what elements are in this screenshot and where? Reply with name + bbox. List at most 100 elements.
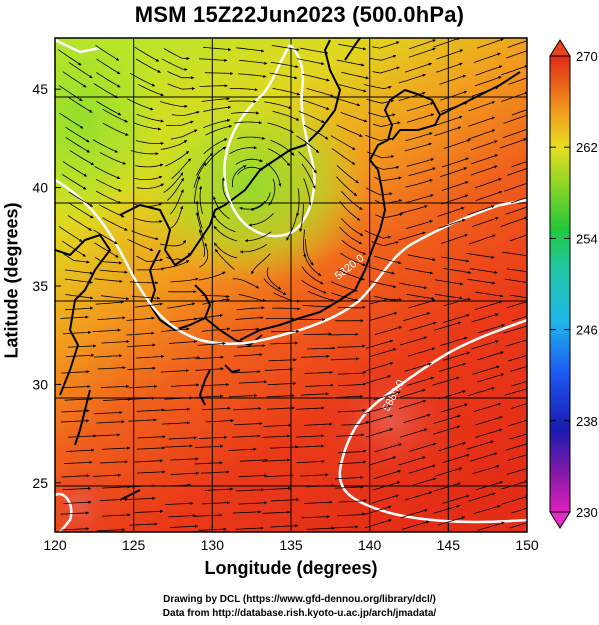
streamline — [402, 520, 430, 530]
streamline — [63, 253, 90, 264]
streamline — [434, 293, 463, 300]
streamline — [65, 137, 90, 153]
streamline — [238, 294, 267, 303]
streamline — [234, 421, 263, 426]
streamline — [300, 473, 329, 477]
contour-5820 — [55, 178, 527, 346]
streamline — [330, 281, 358, 292]
streamline — [272, 87, 301, 96]
streamline — [130, 150, 159, 156]
streamline — [269, 72, 298, 80]
streamline — [507, 419, 527, 427]
streamline — [301, 279, 327, 294]
streamline — [228, 99, 257, 104]
streamline — [201, 327, 231, 332]
streamline — [64, 278, 93, 284]
streamline — [438, 218, 466, 229]
streamline — [507, 454, 527, 461]
streamline — [298, 111, 325, 123]
streamline — [238, 380, 268, 384]
streamline — [406, 376, 435, 386]
streamline — [442, 494, 470, 504]
streamline — [237, 136, 266, 140]
streamline — [511, 380, 527, 387]
streamline — [406, 102, 434, 112]
streamline — [238, 501, 268, 505]
streamline — [131, 230, 159, 241]
streamline — [334, 475, 364, 480]
streamline — [100, 384, 130, 388]
streamline — [470, 165, 498, 176]
streamline — [134, 46, 160, 62]
streamline — [159, 101, 188, 109]
streamline — [296, 444, 325, 448]
streamline — [475, 65, 503, 76]
streamline — [94, 354, 123, 358]
streamline — [238, 473, 268, 478]
streamline — [96, 528, 126, 532]
streamline — [60, 419, 90, 423]
streamline — [231, 327, 260, 332]
streamline — [60, 511, 89, 515]
streamline — [511, 109, 527, 116]
streamline — [336, 124, 363, 137]
streamline — [239, 244, 268, 254]
streamline — [436, 49, 464, 60]
streamline — [160, 140, 188, 150]
streamline — [164, 444, 193, 448]
streamline — [375, 212, 403, 219]
streamline — [433, 504, 461, 514]
streamline — [233, 121, 263, 125]
streamline — [331, 292, 359, 302]
streamline — [95, 300, 124, 305]
streamline — [195, 367, 224, 371]
streamline — [440, 336, 468, 346]
streamline — [477, 324, 505, 334]
streamline — [472, 465, 500, 475]
streamline — [92, 473, 122, 477]
streamline — [68, 62, 93, 79]
streamline — [303, 332, 332, 336]
streamline — [271, 45, 300, 52]
streamline — [137, 470, 166, 474]
streamline — [502, 251, 527, 258]
x-tick-label: 120 — [43, 537, 67, 553]
streamline — [266, 406, 295, 410]
streamline — [471, 313, 499, 323]
streamline — [205, 419, 234, 423]
streamline — [438, 441, 466, 452]
streamline — [364, 404, 392, 414]
streamline — [475, 190, 503, 201]
streamline — [337, 408, 366, 413]
streamline — [128, 384, 158, 389]
streamline — [268, 178, 276, 206]
streamline — [305, 383, 334, 387]
streamline — [405, 267, 434, 275]
streamline — [438, 390, 467, 400]
streamline — [263, 278, 287, 295]
streamline — [213, 242, 238, 259]
streamline — [126, 316, 155, 321]
streamline — [441, 181, 469, 191]
streamline — [248, 213, 274, 227]
streamline — [169, 189, 184, 215]
y-tick-label: 25 — [32, 475, 48, 491]
streamline — [167, 71, 195, 80]
streamline — [61, 409, 90, 413]
streamline — [230, 111, 260, 115]
streamline — [193, 162, 207, 188]
streamline — [434, 321, 462, 331]
streamline — [205, 124, 233, 136]
streamline — [272, 111, 300, 121]
streamline — [506, 50, 527, 59]
streamline — [99, 269, 128, 274]
streamline — [100, 295, 130, 301]
streamline — [134, 459, 164, 463]
streamline — [265, 473, 294, 478]
streamline — [97, 316, 126, 320]
streamline — [468, 116, 496, 127]
streamline — [330, 357, 360, 361]
streamline — [61, 370, 90, 374]
streamline — [364, 134, 393, 141]
colorbar-tick-label: 246 — [576, 323, 598, 338]
